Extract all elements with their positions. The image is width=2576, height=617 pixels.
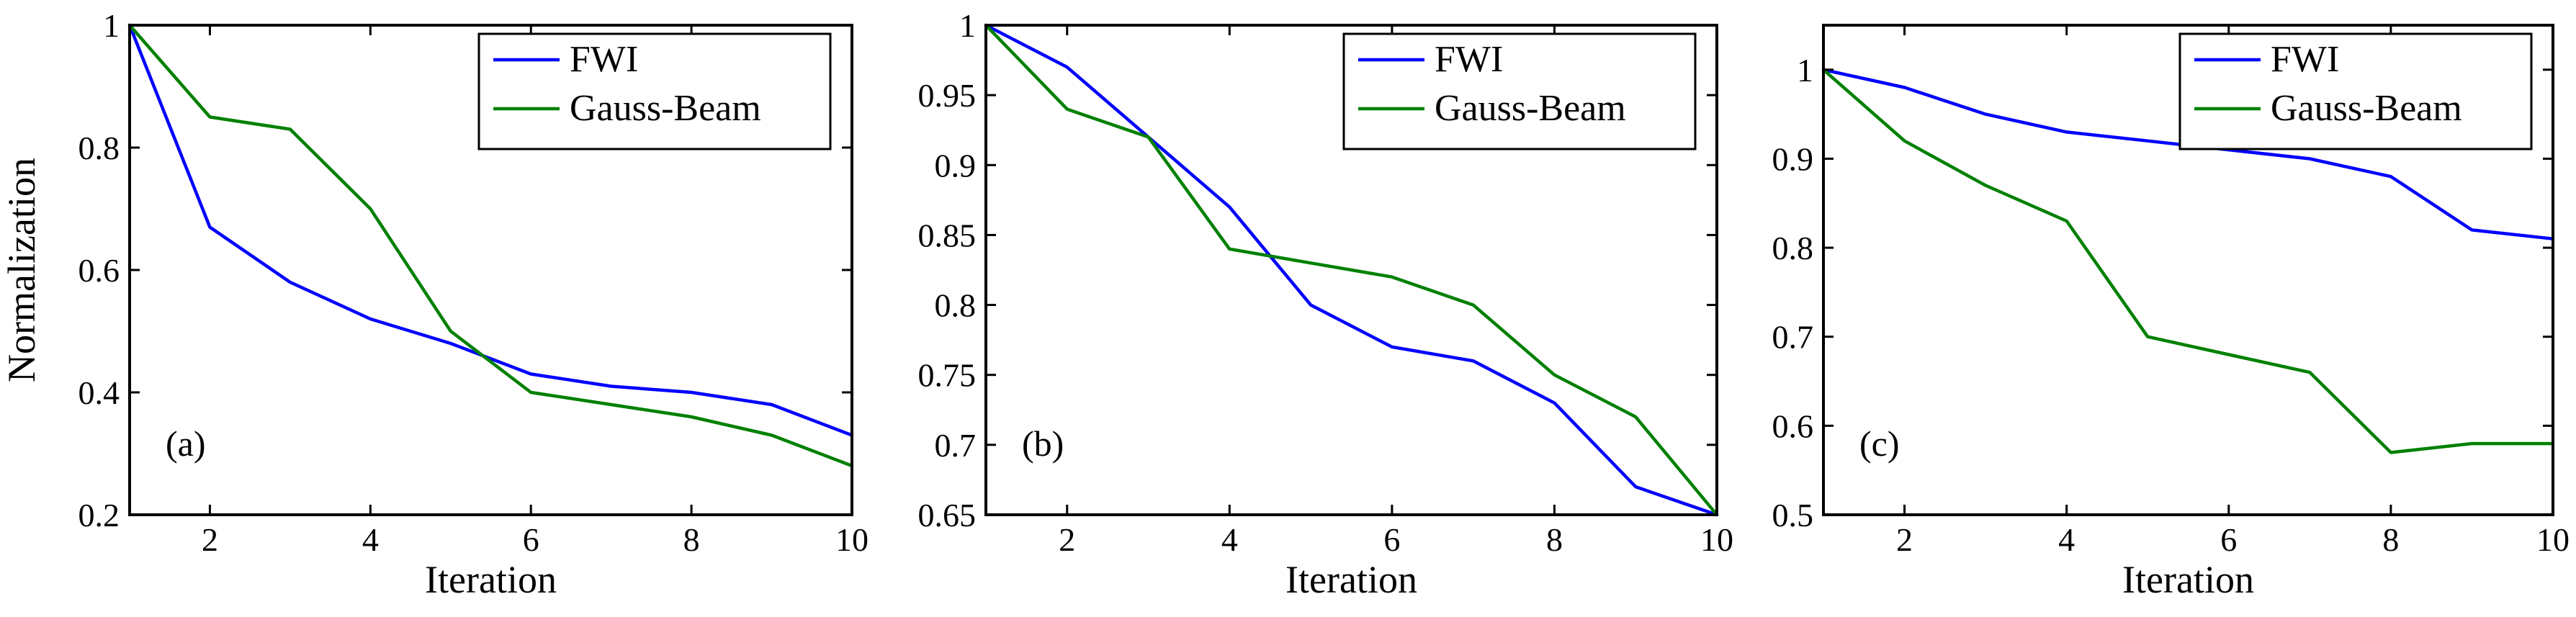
- y-tick-label: 0.7: [935, 427, 977, 464]
- x-tick-label: 6: [523, 521, 539, 558]
- y-tick-label: 0.85: [918, 217, 977, 253]
- legend-label-fwi: FWI: [2271, 39, 2339, 80]
- y-tick-label: 1: [959, 7, 976, 44]
- legend-box: [477, 32, 832, 150]
- x-axis-label: Iteration: [1285, 558, 1417, 601]
- series-line-fwi: [127, 23, 854, 437]
- x-tick-label: 4: [362, 521, 379, 558]
- x-tick-label: 2: [1059, 521, 1075, 558]
- y-tick-label: 0.8: [1772, 230, 1814, 266]
- legend-label-gauss-beam: Gauss-Beam: [2271, 88, 2462, 129]
- x-tick-label: 10: [2536, 521, 2570, 558]
- plot-frame: [984, 24, 1718, 516]
- y-tick-label: 0.5: [1772, 497, 1814, 533]
- series-line-gauss-beam: [127, 23, 854, 468]
- panel-2: 2 4 6 8 10 0.65 0.7 0.75 0.8 0.85 0.9 0.95 1 Iteratio…: [918, 7, 1734, 601]
- panel-label: (a): [166, 423, 206, 464]
- y-tick-label: 0.6: [78, 252, 120, 289]
- y-tick-label: 0.95: [918, 77, 977, 114]
- x-axis-label: Iteration: [425, 558, 557, 601]
- x-tick-label: 6: [2220, 521, 2237, 558]
- legend: FWI Gauss-Beam: [1342, 32, 1697, 150]
- y-axis-label: Normalization: [0, 158, 43, 382]
- y-tick-label: 0.65: [918, 497, 977, 533]
- y-tick-label: 0.7: [1772, 319, 1814, 356]
- x-tick-label: 6: [1383, 521, 1400, 558]
- y-tick-label: 0.8: [935, 287, 977, 324]
- x-tick-label: 8: [683, 521, 700, 558]
- x-tick-label: 4: [2058, 521, 2075, 558]
- legend: FWI Gauss-Beam: [477, 32, 832, 150]
- panel-label: (b): [1022, 423, 1064, 464]
- y-tick-label: 0.75: [918, 357, 977, 394]
- legend-box: [2178, 32, 2533, 150]
- y-tick-label: 0.9: [935, 147, 977, 184]
- legend-label-fwi: FWI: [570, 39, 638, 80]
- series-line-gauss-beam: [984, 23, 1719, 517]
- legend-label-fwi: FWI: [1435, 39, 1503, 80]
- series-line-fwi: [984, 23, 1719, 517]
- x-tick-label: 4: [1221, 521, 1238, 558]
- panel-1: 2 4 6 8 10 0.2 0.4 0.6 0.8 1 Iteration Normalizatio…: [0, 7, 869, 601]
- y-tick-label: 0.8: [78, 130, 120, 166]
- plot-frame: [1822, 24, 2554, 516]
- x-tick-label: 8: [2382, 521, 2399, 558]
- y-tick-label: 1: [103, 7, 120, 44]
- y-tick-label: 0.6: [1772, 407, 1814, 444]
- legend-label-gauss-beam: Gauss-Beam: [1435, 88, 1626, 129]
- x-tick-label: 8: [1546, 521, 1563, 558]
- x-tick-label: 2: [202, 521, 218, 558]
- legend-box: [1342, 32, 1697, 150]
- y-tick-label: 0.4: [78, 374, 120, 411]
- x-axis-label: Iteration: [2122, 558, 2254, 601]
- y-tick-label: 0.9: [1772, 140, 1814, 177]
- panel-3: 2 4 6 8 10 0.5 0.6 0.7 0.8 0.9 1 Iteration (c) FWI Gau…: [1772, 24, 2570, 601]
- x-tick-label: 10: [1700, 521, 1733, 558]
- legend-label-gauss-beam: Gauss-Beam: [570, 88, 761, 129]
- panel-label: (c): [1859, 423, 1900, 464]
- legend: FWI Gauss-Beam: [2178, 32, 2533, 150]
- x-tick-label: 2: [1896, 521, 1913, 558]
- x-tick-label: 10: [835, 521, 869, 558]
- y-tick-label: 0.2: [78, 497, 120, 533]
- series-line-gauss-beam: [1821, 68, 2555, 454]
- y-tick-label: 1: [1797, 52, 1813, 89]
